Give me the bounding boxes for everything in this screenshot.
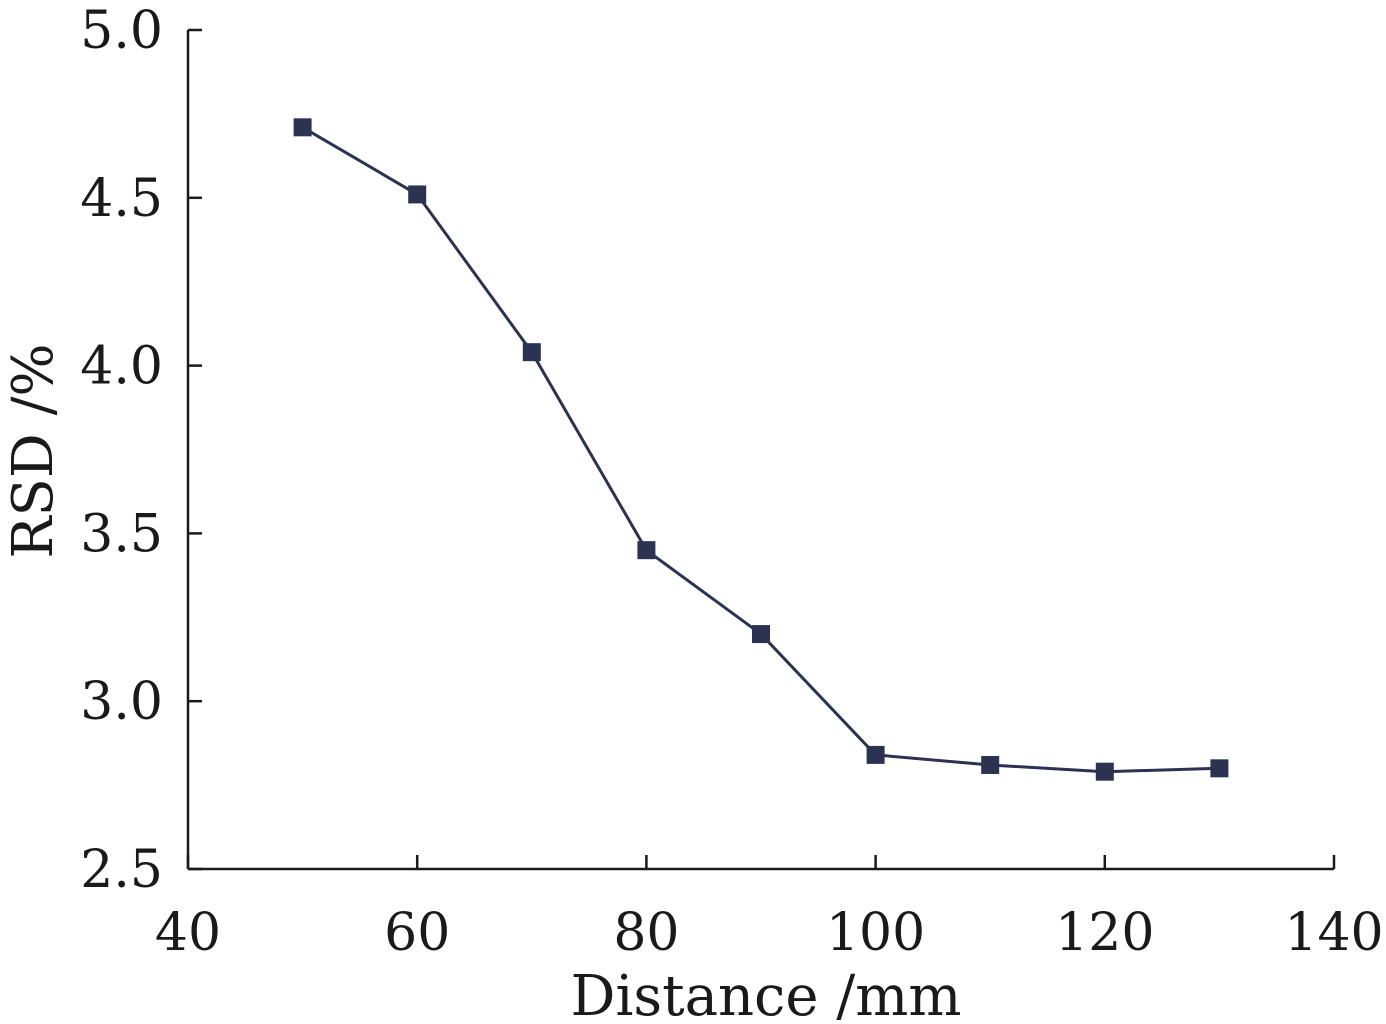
x-tick-label: 40 — [155, 903, 221, 963]
y-tick-label: 5.0 — [80, 1, 163, 61]
axes — [186, 30, 1334, 871]
data-point — [408, 185, 427, 204]
series — [293, 118, 1229, 781]
y-tick-label: 4.0 — [80, 337, 163, 397]
series-line — [301, 126, 1220, 774]
y-axis-title: RSD /% — [1, 343, 66, 558]
data-point — [981, 755, 1000, 774]
data-point — [293, 118, 312, 137]
y-tick-label: 2.5 — [80, 840, 163, 900]
x-tick-label: 100 — [826, 903, 925, 963]
data-point — [752, 625, 770, 644]
data-point — [637, 541, 656, 560]
x-tick-label: 80 — [613, 903, 679, 963]
data-point — [1095, 762, 1114, 781]
x-tick-label: 140 — [1284, 903, 1383, 963]
data-point — [866, 745, 885, 764]
ticks: 40 60 80 100 120 140 2.5 3.0 3.5 4.0 4.5 5.0 — [80, 1, 1383, 963]
data-point — [522, 343, 541, 362]
y-tick-label: 3.5 — [80, 504, 163, 564]
y-tick-label: 4.5 — [80, 169, 163, 229]
y-tick-label: 3.0 — [80, 672, 163, 732]
x-tick-label: 60 — [384, 903, 450, 963]
x-tick-label: 120 — [1055, 903, 1154, 963]
x-axis-title: Distance /mm — [571, 964, 962, 1024]
data-point — [1210, 759, 1229, 778]
